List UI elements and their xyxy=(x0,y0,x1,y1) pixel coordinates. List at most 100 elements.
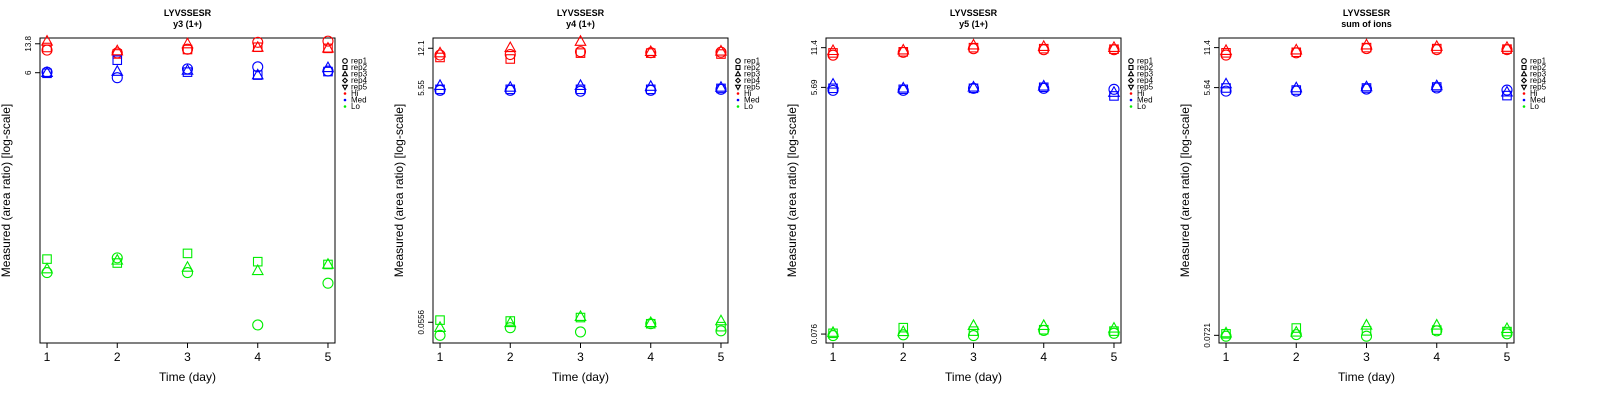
data-point-lo-rep3-day4 xyxy=(1430,318,1443,330)
data-point-hi-rep3-day4 xyxy=(644,44,657,57)
data-point-med-rep3-day3 xyxy=(1360,80,1373,92)
data-point-med-rep3-day5 xyxy=(1500,85,1514,97)
data-point-hi-rep3-day2 xyxy=(111,44,124,56)
x-tick-label: 2 xyxy=(900,350,907,364)
legend-label-rep5: rep5 xyxy=(1137,83,1154,92)
data-point-lo-rep3-day3 xyxy=(181,260,194,272)
data-point-hi-rep3-day5 xyxy=(714,44,728,56)
y-tick-label: 13.8 xyxy=(24,35,33,51)
data-point-hi-rep3-day2 xyxy=(504,40,517,53)
data-point-hi-rep1-day2 xyxy=(504,48,516,61)
data-point-lo-rep1-day1 xyxy=(434,329,446,341)
chart-panel-4: LYVSSESR sum of ions 1 2 3 4 5 0.0721 5.64 11.4 Ti… xyxy=(1179,0,1579,400)
data-points xyxy=(826,38,1121,342)
data-point-hi-rep3-day5 xyxy=(1107,40,1121,52)
data-point-hi-rep3-day1 xyxy=(826,43,840,56)
data-point-lo-rep3-day4 xyxy=(251,263,264,276)
data-point-lo-rep3-day3 xyxy=(967,318,980,330)
data-point-lo-rep3-day5 xyxy=(1107,321,1121,333)
data-point-lo-rep3-day1 xyxy=(40,262,54,274)
legend-label-rep3: rep3 xyxy=(1137,70,1154,79)
data-point-hi-rep1-day3 xyxy=(574,46,587,58)
data-point-lo-rep1-day3 xyxy=(181,267,194,279)
legend-label-rep2: rep2 xyxy=(1530,63,1547,72)
legend-marker-med xyxy=(1522,98,1526,102)
data-point-hi-rep3-day4 xyxy=(251,40,264,52)
legend-label-rep2: rep2 xyxy=(744,63,761,72)
legend-marker-rep1 xyxy=(1128,58,1134,64)
legend-label-hi: Hi xyxy=(351,89,359,98)
data-point-lo-rep2-day1 xyxy=(42,254,52,264)
data-point-med-rep1-day3 xyxy=(967,82,980,94)
legend-marker-lo xyxy=(1522,105,1526,108)
legend-marker-med xyxy=(1129,98,1133,102)
data-point-lo-rep3-day5 xyxy=(321,257,335,269)
chart-title: LYVSSESR xyxy=(164,8,212,18)
y-axis-label: Measured (area ratio) [log-scale] xyxy=(1179,104,1192,277)
data-point-med-rep3-day4 xyxy=(1037,79,1050,91)
data-point-med-rep1-day5 xyxy=(1108,83,1120,95)
data-point-lo-rep1-day2 xyxy=(1290,329,1302,341)
chart-title: LYVSSESR xyxy=(1343,8,1391,18)
legend-marker-rep3 xyxy=(341,70,349,77)
legend-label-rep3: rep3 xyxy=(351,70,368,79)
data-point-lo-rep3-day1 xyxy=(826,325,840,337)
data-point-med-rep3-day5 xyxy=(1107,85,1121,97)
legend-label-hi: Hi xyxy=(1137,89,1145,98)
legend-marker-hi xyxy=(1522,92,1526,95)
legend-marker-rep5 xyxy=(1127,84,1135,91)
legend-marker-rep4 xyxy=(734,77,742,84)
data-point-lo-rep2-day3 xyxy=(1361,326,1372,336)
x-tick-label: 5 xyxy=(1111,350,1118,364)
legend-marker-hi xyxy=(736,92,740,95)
y-tick-label: 6 xyxy=(24,70,33,75)
chart-panel-2: LYVSSESR y4 (1+) 1 2 3 4 5 0.0556 5.55 12.1 Time (… xyxy=(393,0,793,400)
x-tick-label: 3 xyxy=(1363,350,1370,364)
legend-marker-rep3 xyxy=(1520,70,1528,77)
x-axis-label: Time (day) xyxy=(552,370,609,384)
data-point-lo-rep3-day2 xyxy=(504,315,517,328)
data-point-med-rep3-day2 xyxy=(504,80,517,92)
data-point-lo-rep3-day3 xyxy=(1360,318,1373,330)
data-point-hi-rep3-day4 xyxy=(1430,39,1443,51)
data-point-med-rep3-day3 xyxy=(967,80,980,92)
data-point-med-rep3-day2 xyxy=(1290,81,1303,93)
y-tick-label: 0.0556 xyxy=(417,309,426,334)
data-point-med-rep1-day1 xyxy=(827,84,839,96)
legend-label-rep1: rep1 xyxy=(1530,57,1547,66)
x-tick-label: 2 xyxy=(114,350,121,364)
data-point-med-rep3-day5 xyxy=(714,80,728,92)
legend-marker-rep3 xyxy=(734,70,742,77)
legend-label-rep4: rep4 xyxy=(1137,76,1154,85)
data-point-hi-rep3-day1 xyxy=(40,34,54,46)
x-tick-label: 3 xyxy=(970,350,977,364)
data-point-med-rep3-day1 xyxy=(1219,77,1233,89)
x-axis-label: Time (day) xyxy=(1338,370,1395,384)
data-point-hi-rep3-day1 xyxy=(1219,43,1233,55)
legend-marker-hi xyxy=(343,92,347,95)
legend-marker-rep4 xyxy=(341,77,349,84)
data-point-hi-rep3-day3 xyxy=(181,37,194,49)
data-point-med-rep1-day1 xyxy=(1220,85,1232,97)
legend-label-lo: Lo xyxy=(351,102,360,111)
data-point-hi-rep1-day4 xyxy=(252,36,264,48)
legend-label-rep4: rep4 xyxy=(351,76,368,85)
legend-label-rep1: rep1 xyxy=(744,57,761,66)
data-point-med-rep1-day5 xyxy=(1501,84,1513,96)
data-point-hi-rep3-day5 xyxy=(1500,40,1514,52)
x-tick-label: 5 xyxy=(325,350,332,364)
data-point-lo-rep2-day5 xyxy=(716,321,726,332)
x-axis-label: Time (day) xyxy=(159,370,216,384)
legend-marker-rep2 xyxy=(342,64,348,71)
legend-label-lo: Lo xyxy=(1530,102,1539,111)
legend-marker-rep5 xyxy=(1520,84,1528,91)
data-point-hi-rep3-day2 xyxy=(897,43,910,55)
plot-frame xyxy=(432,37,729,344)
x-tick-label: 2 xyxy=(507,350,514,364)
data-point-med-rep3-day4 xyxy=(1430,79,1443,91)
data-point-lo-rep3-day1 xyxy=(1219,326,1233,338)
